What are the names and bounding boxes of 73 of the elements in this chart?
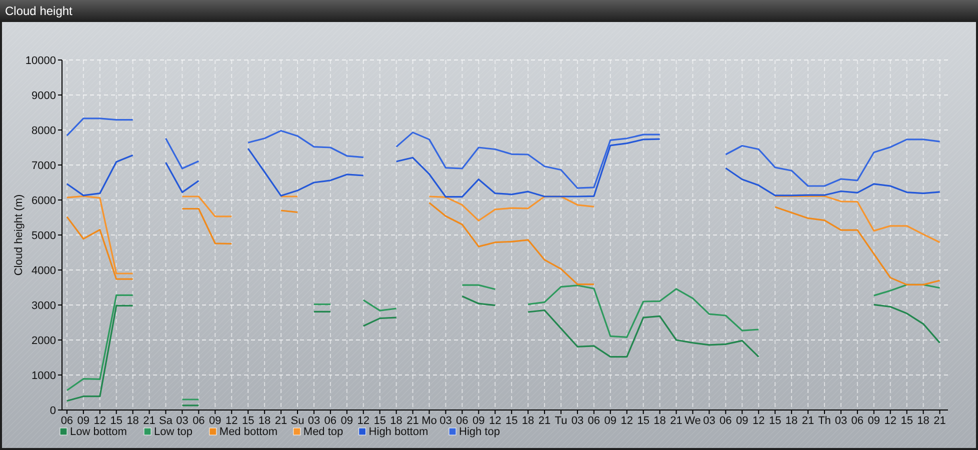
legend-label: Low top xyxy=(154,426,193,438)
x-tick-label: 21 xyxy=(538,415,551,427)
x-tick-label: 21 xyxy=(802,415,814,427)
x-tick-label: Th xyxy=(818,415,831,427)
y-tick-label: 3000 xyxy=(32,300,56,312)
x-tick-label: 12 xyxy=(884,415,896,427)
y-tick-label: 0 xyxy=(50,404,56,417)
x-tick-label: 15 xyxy=(768,415,782,427)
x-tick-label: We xyxy=(684,415,701,427)
x-tick-label: 09 xyxy=(868,415,880,427)
x-tick-label: 03 xyxy=(834,415,848,427)
x-tick-label: 15 xyxy=(110,415,122,427)
x-tick-label: 06 xyxy=(588,415,600,427)
x-tick-label: 09 xyxy=(736,415,748,427)
y-tick-label: 9000 xyxy=(32,90,56,102)
y-tick-label: 4000 xyxy=(32,264,56,277)
x-tick-label: 21 xyxy=(934,415,946,427)
y-tick-label: 2000 xyxy=(32,334,56,347)
x-tick-label: 18 xyxy=(785,415,798,427)
x-tick-label: 21 xyxy=(670,415,682,427)
x-tick-label: 15 xyxy=(505,415,518,427)
x-tick-label: 09 xyxy=(472,415,485,427)
legend-label: High top xyxy=(459,426,500,438)
y-tick-label: 5000 xyxy=(32,230,56,242)
x-tick-label: 06 xyxy=(720,415,732,427)
x-tick-label: 15 xyxy=(242,415,254,427)
x-tick-label: 12 xyxy=(620,415,633,427)
legend-label: Med bottom xyxy=(219,426,278,438)
x-tick-label: 06 xyxy=(456,415,468,427)
x-tick-label: 15 xyxy=(637,415,650,427)
y-tick-label: 8000 xyxy=(32,124,56,137)
x-tick-label: 21 xyxy=(143,415,156,427)
y-tick-label: 6000 xyxy=(32,194,56,207)
x-tick-label: 06 xyxy=(192,415,205,427)
x-tick-label: 03 xyxy=(571,415,584,427)
x-tick-label: 18 xyxy=(390,415,402,427)
y-tick-label: 1000 xyxy=(32,370,56,382)
x-tick-label: 09 xyxy=(209,415,222,427)
x-tick-label: 18 xyxy=(522,415,534,427)
x-tick-label: 18 xyxy=(126,415,139,427)
x-tick-label: 03 xyxy=(440,415,452,427)
chart-title: Cloud height xyxy=(5,4,74,18)
x-tick-label: 12 xyxy=(752,415,765,427)
x-tick-label: 15 xyxy=(900,415,913,427)
x-tick-label: 09 xyxy=(340,415,354,427)
legend-label: High bottom xyxy=(368,426,428,438)
x-tick-label: 03 xyxy=(703,415,716,427)
x-tick-label: 09 xyxy=(604,415,617,427)
x-tick-label: 18 xyxy=(654,415,666,427)
x-tick-label: 12 xyxy=(357,415,370,427)
legend-label: Med top xyxy=(303,426,344,438)
x-tick-label: 03 xyxy=(308,415,320,427)
x-tick-label: 06 xyxy=(851,415,864,427)
x-tick-label: 15 xyxy=(374,415,386,427)
x-tick-label: Tu xyxy=(554,415,568,427)
y-tick-label: 10000 xyxy=(25,54,56,67)
x-tick-label: 06 xyxy=(324,415,337,427)
x-tick-label: 21 xyxy=(406,415,419,427)
y-axis-title: Cloud height (m) xyxy=(13,194,25,276)
x-tick-label: Mo xyxy=(422,415,437,427)
x-tick-label: Sa xyxy=(159,415,174,427)
x-tick-label: 18 xyxy=(917,415,930,427)
x-tick-label: 21 xyxy=(274,415,288,427)
x-tick-label: 03 xyxy=(176,415,188,427)
x-tick-label: 06 xyxy=(60,415,74,427)
y-tick-label: 7000 xyxy=(32,160,56,172)
x-tick-label: 12 xyxy=(94,415,106,427)
legend-label: Low bottom xyxy=(70,426,127,438)
x-tick-label: Su xyxy=(290,415,304,427)
x-tick-label: 12 xyxy=(488,415,502,427)
x-tick-label: 18 xyxy=(258,415,271,427)
x-tick-label: 09 xyxy=(77,415,90,427)
x-tick-label: 12 xyxy=(226,415,238,427)
